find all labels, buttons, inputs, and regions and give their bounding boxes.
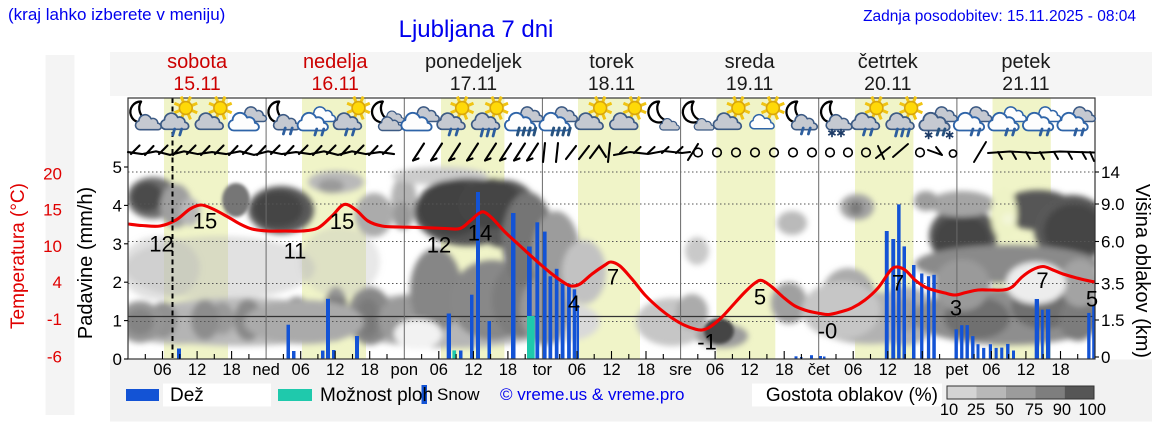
svg-text:06: 06 [292,361,310,379]
svg-text:Zadnja posodobitev: 15.11.2025: Zadnja posodobitev: 15.11.2025 - 08:04 [863,8,1136,25]
svg-text:-1: -1 [697,330,717,355]
svg-text:tor: tor [533,361,553,379]
svg-text:10: 10 [940,401,958,419]
svg-text:čet: čet [808,361,830,379]
svg-text:18: 18 [775,361,793,379]
svg-text:18: 18 [1051,361,1069,379]
svg-text:4: 4 [53,273,62,292]
svg-text:25: 25 [967,401,985,419]
svg-text:petek: petek [1001,51,1051,73]
svg-text:Ljubljana 7 dni: Ljubljana 7 dni [399,16,554,43]
svg-text:15: 15 [43,200,62,219]
svg-text:sobota: sobota [167,51,228,73]
svg-text:18: 18 [637,361,655,379]
svg-text:11: 11 [284,239,307,264]
svg-text:06: 06 [568,361,586,379]
svg-text:ponedeljek: ponedeljek [425,51,523,73]
svg-text:18.11: 18.11 [588,73,635,95]
svg-text:-0: -0 [818,319,838,344]
svg-text:-6: -6 [47,348,62,367]
svg-text:ned: ned [252,361,280,379]
svg-text:12: 12 [740,361,758,379]
svg-text:06: 06 [982,361,1000,379]
svg-text:Dež: Dež [170,385,204,406]
svg-text:5: 5 [754,285,766,310]
svg-text:7: 7 [892,271,904,296]
svg-text:0: 0 [113,350,122,369]
svg-text:21.11: 21.11 [1002,73,1049,95]
svg-text:3: 3 [950,296,962,321]
svg-text:18: 18 [222,361,240,379]
svg-text:9.0: 9.0 [1101,195,1125,214]
svg-text:15: 15 [330,209,354,234]
svg-text:18: 18 [361,361,379,379]
svg-text:19.11: 19.11 [726,73,773,95]
svg-text:16.11: 16.11 [312,73,359,95]
svg-text:6.0: 6.0 [1101,233,1125,252]
svg-text:4: 4 [113,196,122,215]
svg-text:14: 14 [1101,163,1120,182]
svg-text:06: 06 [706,361,724,379]
svg-text:90: 90 [1053,401,1071,419]
svg-text:7: 7 [607,265,619,290]
svg-text:15.11: 15.11 [173,73,220,95]
svg-text:06: 06 [153,361,171,379]
svg-text:12: 12 [326,361,344,379]
svg-text:100: 100 [1079,401,1107,419]
svg-text:12: 12 [427,233,451,258]
svg-text:20: 20 [43,165,62,184]
svg-text:5: 5 [1086,287,1098,312]
svg-text:Možnost ploh: Možnost ploh [320,385,433,406]
svg-text:18: 18 [913,361,931,379]
svg-text:50: 50 [995,401,1013,419]
svg-text:4: 4 [568,291,580,316]
svg-text:sreda: sreda [725,51,776,73]
svg-text:pet: pet [945,361,968,379]
svg-text:12: 12 [879,361,897,379]
svg-text:Padavine (mm/h): Padavine (mm/h) [75,187,97,339]
svg-text:10: 10 [43,237,62,256]
svg-text:06: 06 [844,361,862,379]
svg-text:(kraj lahko izberete v meniju): (kraj lahko izberete v meniju) [8,5,225,24]
svg-text:12: 12 [1017,361,1035,379]
svg-text:-1: -1 [47,310,62,329]
svg-text:1.5: 1.5 [1101,311,1125,330]
svg-text:© vreme.us & vreme.pro: © vreme.us & vreme.pro [500,385,684,404]
svg-text:12: 12 [602,361,620,379]
svg-text:Snow: Snow [437,385,480,404]
svg-text:17.11: 17.11 [450,73,497,95]
svg-text:nedelja: nedelja [303,51,368,73]
svg-text:sre: sre [669,361,692,379]
svg-text:Temperatura (°C): Temperatura (°C) [8,183,29,329]
svg-text:20.11: 20.11 [864,73,911,95]
svg-text:Višina oblakov (km): Višina oblakov (km) [1131,184,1152,358]
svg-text:5: 5 [113,158,122,177]
svg-text:3.5: 3.5 [1101,275,1125,294]
svg-text:14: 14 [468,221,492,246]
svg-text:75: 75 [1025,401,1043,419]
svg-text:Gostota oblakov (%): Gostota oblakov (%) [766,385,938,406]
svg-text:pon: pon [391,361,419,379]
svg-text:12: 12 [188,361,206,379]
svg-text:0: 0 [1101,348,1110,367]
svg-text:3: 3 [113,235,122,254]
svg-text:torek: torek [589,51,634,73]
svg-text:06: 06 [430,361,448,379]
svg-text:7: 7 [1036,268,1048,293]
svg-text:15: 15 [193,209,217,234]
svg-text:18: 18 [499,361,517,379]
svg-text:1: 1 [113,312,122,331]
svg-text:2: 2 [113,273,122,292]
svg-text:četrtek: četrtek [858,51,919,73]
svg-text:12: 12 [149,232,173,257]
svg-text:12: 12 [464,361,482,379]
